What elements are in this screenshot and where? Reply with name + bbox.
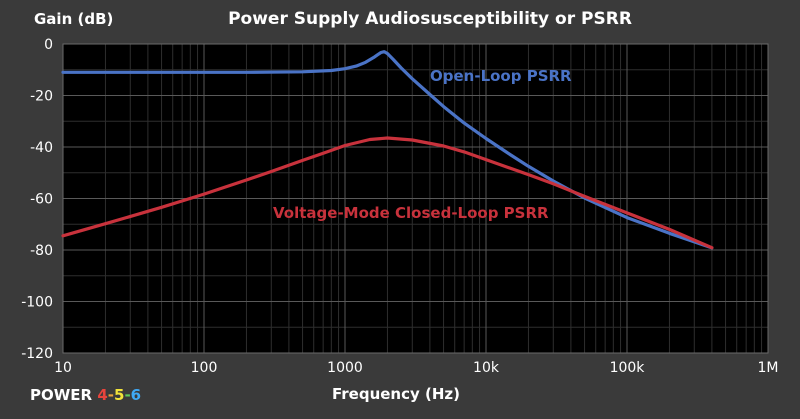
y-tick-labels: 0 -20 -40 -60 -80 -100 -120 <box>21 37 53 362</box>
brand-digits: 4-5-6 <box>97 386 141 404</box>
plot-border <box>62 43 769 354</box>
open-loop-psrr-label: Open-Loop PSRR <box>430 67 572 85</box>
y-tick-label: -20 <box>30 89 53 105</box>
brand-digit: - <box>107 386 114 404</box>
y-tick-label: 0 <box>44 37 53 53</box>
brand-digit: 6 <box>130 386 142 404</box>
chart-title: Power Supply Audiosusceptibility or PSRR <box>228 9 632 29</box>
x-tick-labels: 10 100 1000 10k 100k 1M <box>54 360 778 376</box>
major-gridlines <box>62 43 769 354</box>
brand-digit: 4 <box>97 386 108 404</box>
power-456-logo: POWER 4-5-6 <box>30 386 141 404</box>
x-tick-label: 1000 <box>327 360 363 376</box>
x-tick-label: 100 <box>191 360 218 376</box>
x-tick-label: 1M <box>758 360 779 376</box>
closed-loop-psrr-label: Voltage-Mode Closed-Loop PSRR <box>273 204 549 222</box>
y-tick-label: -80 <box>30 243 53 259</box>
brand-digit: 5 <box>114 386 125 404</box>
series-lines <box>61 50 714 250</box>
brand-digit: - <box>124 386 131 404</box>
x-tick-label: 10 <box>54 360 72 376</box>
closed-loop-psrr-line <box>61 136 714 250</box>
y-tick-label: -60 <box>30 192 53 208</box>
y-tick-label: -120 <box>21 346 53 362</box>
x-axis-label: Frequency (Hz) <box>332 385 460 403</box>
y-tick-label: -40 <box>30 140 53 156</box>
x-tick-label: 100k <box>610 360 646 376</box>
y-tick-label: -100 <box>21 295 53 311</box>
x-tick-label: 10k <box>473 360 500 376</box>
brand-word: POWER <box>30 386 93 404</box>
open-loop-psrr-line <box>61 50 714 250</box>
y-axis-label: Gain (dB) <box>34 10 113 28</box>
